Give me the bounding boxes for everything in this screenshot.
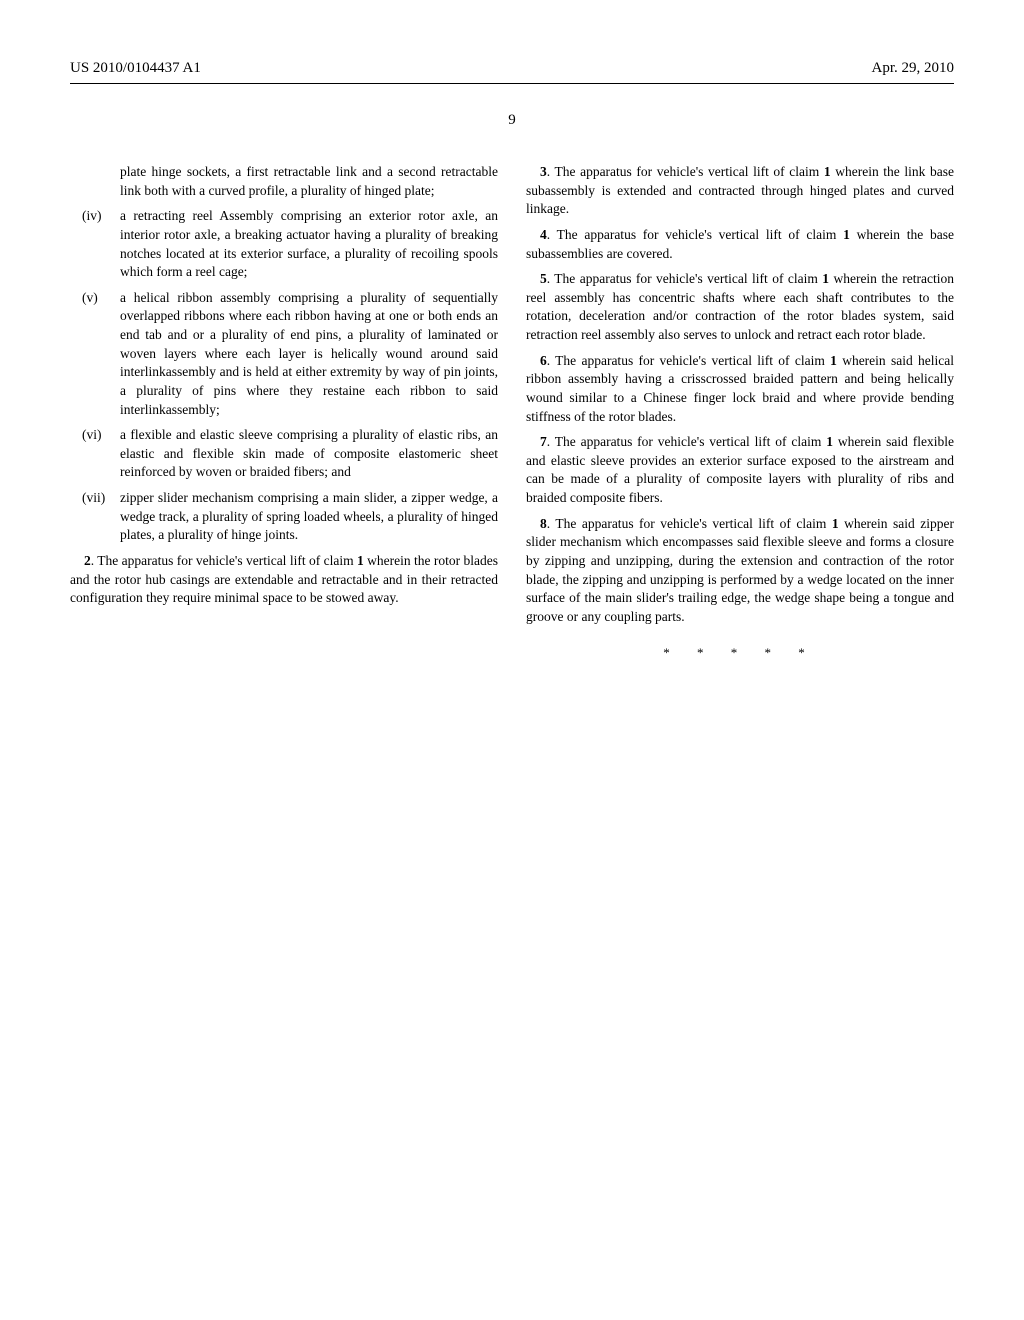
claim-sub-item: plate hinge sockets, a first retractable… <box>70 163 498 200</box>
item-marker: (v) <box>70 289 120 419</box>
claim-7: 7. The apparatus for vehicle's vertical … <box>526 433 954 508</box>
claim-text: 8. The apparatus for vehicle's vertical … <box>526 516 954 624</box>
right-column: 3. The apparatus for vehicle's vertical … <box>526 163 954 662</box>
item-text: a helical ribbon assembly comprising a p… <box>120 289 498 419</box>
claim-6: 6. The apparatus for vehicle's vertical … <box>526 352 954 427</box>
claim-3: 3. The apparatus for vehicle's vertical … <box>526 163 954 219</box>
claim-5: 5. The apparatus for vehicle's vertical … <box>526 270 954 345</box>
end-marker: * * * * * <box>526 644 954 662</box>
claim-text: 3. The apparatus for vehicle's vertical … <box>526 164 954 216</box>
publication-date: Apr. 29, 2010 <box>872 60 955 77</box>
item-marker: (vii) <box>70 489 120 545</box>
claim-text: 4. The apparatus for vehicle's vertical … <box>526 227 954 261</box>
item-marker: (iv) <box>70 207 120 282</box>
page-header: US 2010/0104437 A1 Apr. 29, 2010 <box>70 60 954 84</box>
claim-8: 8. The apparatus for vehicle's vertical … <box>526 515 954 627</box>
claim-sub-item: (vii) zipper slider mechanism comprising… <box>70 489 498 545</box>
item-text: plate hinge sockets, a first retractable… <box>120 163 498 200</box>
publication-number: US 2010/0104437 A1 <box>70 60 201 77</box>
item-marker <box>70 163 120 200</box>
claim-sub-item: (vi) a flexible and elastic sleeve compr… <box>70 426 498 482</box>
item-text: a retracting reel Assembly comprising an… <box>120 207 498 282</box>
item-text: a flexible and elastic sleeve comprising… <box>120 426 498 482</box>
claim-text: 5. The apparatus for vehicle's vertical … <box>526 271 954 342</box>
item-marker: (vi) <box>70 426 120 482</box>
left-column: plate hinge sockets, a first retractable… <box>70 163 498 662</box>
columns-container: plate hinge sockets, a first retractable… <box>70 163 954 662</box>
claim-text: 7. The apparatus for vehicle's vertical … <box>526 434 954 505</box>
claim-text: 2. The apparatus for vehicle's vertical … <box>70 553 498 605</box>
page-number: 9 <box>70 112 954 129</box>
claim-4: 4. The apparatus for vehicle's vertical … <box>526 226 954 263</box>
claim-text: 6. The apparatus for vehicle's vertical … <box>526 353 954 424</box>
claim-sub-item: (iv) a retracting reel Assembly comprisi… <box>70 207 498 282</box>
item-text: zipper slider mechanism comprising a mai… <box>120 489 498 545</box>
claim-sub-item: (v) a helical ribbon assembly comprising… <box>70 289 498 419</box>
page-container: US 2010/0104437 A1 Apr. 29, 2010 9 plate… <box>0 0 1024 722</box>
claim-2: 2. The apparatus for vehicle's vertical … <box>70 552 498 608</box>
